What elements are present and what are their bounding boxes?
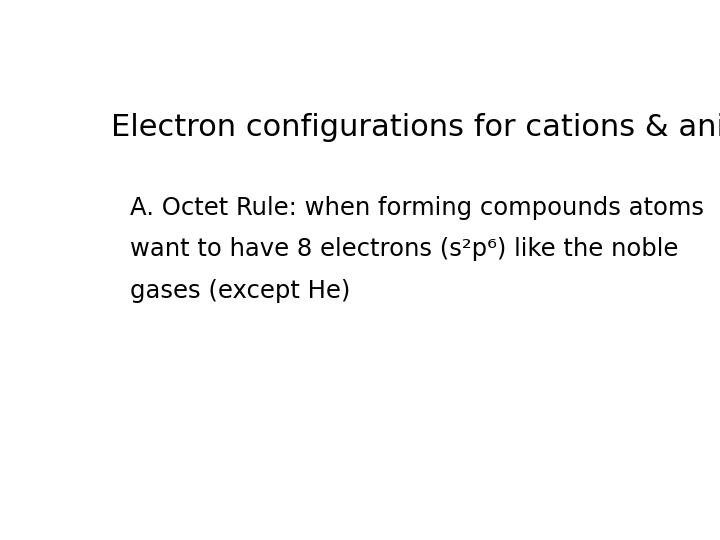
Text: want to have 8 electrons (s²p⁶) like the noble: want to have 8 electrons (s²p⁶) like the… [130,238,678,261]
Text: Electron configurations for cations & anions: Electron configurations for cations & an… [111,113,720,141]
Text: A. Octet Rule: when forming compounds atoms: A. Octet Rule: when forming compounds at… [130,196,704,220]
Text: gases (except He): gases (except He) [130,279,351,303]
